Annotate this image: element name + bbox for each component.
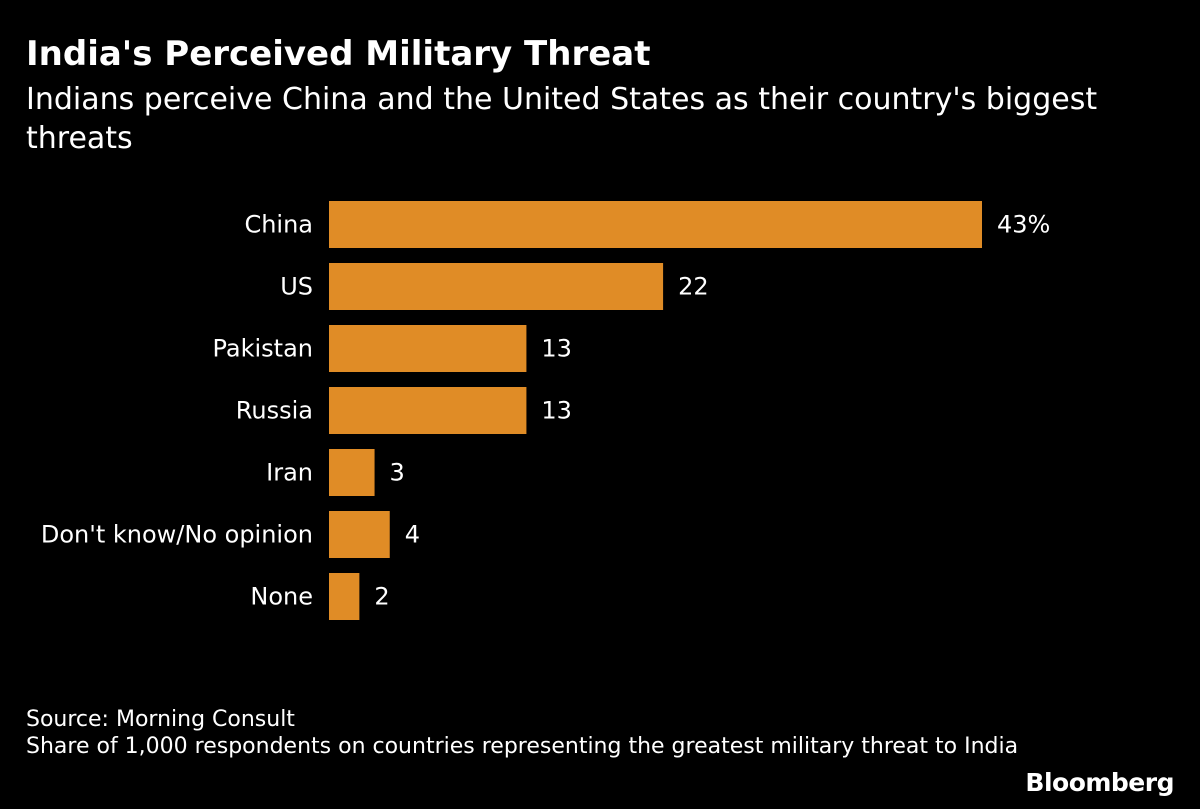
value-label-pakistan: 13 <box>541 335 572 363</box>
category-label-us: US <box>280 273 313 301</box>
category-label-pakistan: Pakistan <box>213 335 314 363</box>
bloomberg-logo: Bloomberg <box>1025 768 1174 797</box>
chart-subtitle: Indians perceive China and the United St… <box>26 82 1098 156</box>
chart-title: India's Perceived Military Threat <box>26 34 651 74</box>
category-label-none: None <box>250 583 313 611</box>
value-label-china: 43% <box>997 211 1050 239</box>
chart-footer: Source: Morning Consult Share of 1,000 r… <box>26 706 1026 760</box>
bar-none <box>329 573 360 620</box>
source-note: Source: Morning Consult <box>26 707 295 732</box>
value-label-russia: 13 <box>541 397 572 425</box>
category-label-russia: Russia <box>236 397 313 425</box>
bar-china <box>329 201 982 248</box>
category-label-don-t-know-no-opinion: Don't know/No opinion <box>41 521 313 549</box>
category-label-china: China <box>244 211 313 239</box>
value-label-don-t-know-no-opinion: 4 <box>405 521 420 549</box>
chart-note: Share of 1,000 respondents on countries … <box>26 734 1019 759</box>
value-label-none: 2 <box>374 583 389 611</box>
category-label-iran: Iran <box>266 459 313 487</box>
bar-us <box>329 263 664 310</box>
bar-pakistan <box>329 325 527 372</box>
bar-russia <box>329 387 527 434</box>
bar-iran <box>329 449 375 496</box>
value-label-iran: 3 <box>390 459 405 487</box>
bar-don-t-know-no-opinion <box>329 511 390 558</box>
value-label-us: 22 <box>678 273 709 301</box>
